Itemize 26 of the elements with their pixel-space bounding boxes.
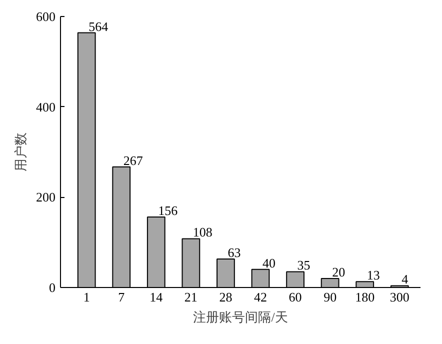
data-label: 564 (88, 18, 109, 34)
data-label: 20 (332, 264, 346, 280)
data-label: 35 (297, 258, 310, 273)
y-tick-label: 400 (36, 99, 56, 114)
data-label: 13 (366, 268, 380, 283)
data-label: 40 (262, 255, 276, 270)
x-tick-label: 14 (150, 290, 164, 304)
x-tick-label: 180 (355, 290, 375, 304)
data-label: 63 (228, 245, 241, 260)
x-tick-label: 1 (83, 290, 90, 304)
x-tick-label: 7 (118, 290, 126, 304)
y-tick-label: 0 (49, 280, 56, 295)
x-tick-label: 300 (390, 290, 410, 304)
x-tick-label: 42 (254, 290, 267, 304)
x-tick-label: 21 (184, 290, 198, 304)
x-axis-title: 注册账号间隔/天 (193, 310, 288, 324)
data-label: 267 (123, 152, 144, 168)
data-label: 108 (192, 224, 212, 240)
x-tick-label: 90 (324, 290, 337, 304)
data-label: 156 (158, 203, 178, 218)
x-tick-label: 28 (219, 290, 232, 304)
x-tick-label: 60 (288, 290, 302, 304)
y-axis-title: 用户数 (13, 132, 28, 172)
y-tick-label: 200 (36, 190, 56, 205)
y-tick-label: 600 (36, 9, 56, 24)
data-label: 4 (402, 272, 409, 287)
